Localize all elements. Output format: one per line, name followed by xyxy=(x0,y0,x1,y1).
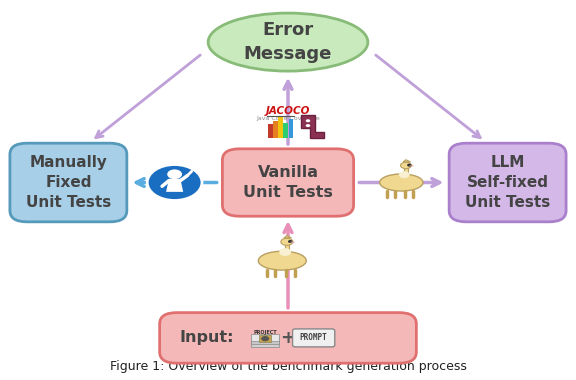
Circle shape xyxy=(407,164,412,167)
Circle shape xyxy=(288,240,293,243)
Ellipse shape xyxy=(279,248,291,256)
FancyBboxPatch shape xyxy=(251,340,279,347)
Text: +: + xyxy=(281,329,295,347)
Polygon shape xyxy=(285,243,289,253)
Circle shape xyxy=(306,124,310,127)
Polygon shape xyxy=(403,160,411,162)
Text: Figure 1: Overview of the benchmark generation process: Figure 1: Overview of the benchmark gene… xyxy=(109,361,467,374)
Polygon shape xyxy=(301,115,324,138)
Ellipse shape xyxy=(410,165,414,167)
FancyBboxPatch shape xyxy=(160,313,416,363)
Circle shape xyxy=(167,169,182,179)
Text: Input:: Input: xyxy=(180,330,234,345)
FancyBboxPatch shape xyxy=(222,149,354,216)
FancyBboxPatch shape xyxy=(10,143,127,222)
Text: Error
Message: Error Message xyxy=(244,21,332,63)
Ellipse shape xyxy=(259,251,306,270)
Ellipse shape xyxy=(290,241,295,243)
FancyBboxPatch shape xyxy=(268,125,272,138)
FancyBboxPatch shape xyxy=(449,143,566,222)
Circle shape xyxy=(261,336,269,341)
FancyBboxPatch shape xyxy=(283,123,288,138)
Text: JACOCO: JACOCO xyxy=(266,106,310,116)
Polygon shape xyxy=(284,236,291,238)
Text: LLM
Self-fixed
Unit Tests: LLM Self-fixed Unit Tests xyxy=(465,155,550,210)
Ellipse shape xyxy=(399,171,410,178)
Circle shape xyxy=(306,119,310,122)
FancyBboxPatch shape xyxy=(259,335,271,342)
FancyBboxPatch shape xyxy=(278,117,283,138)
Polygon shape xyxy=(166,179,183,192)
FancyBboxPatch shape xyxy=(273,121,278,138)
Text: Manually
Fixed
Unit Tests: Manually Fixed Unit Tests xyxy=(26,155,111,210)
Text: PROMPT: PROMPT xyxy=(300,333,328,342)
Circle shape xyxy=(147,165,202,201)
Text: Vanilla
Unit Tests: Vanilla Unit Tests xyxy=(243,165,333,200)
FancyBboxPatch shape xyxy=(293,329,335,347)
Polygon shape xyxy=(404,167,408,176)
FancyBboxPatch shape xyxy=(251,337,279,344)
Ellipse shape xyxy=(380,174,423,191)
Text: Java Code Coverage: Java Code Coverage xyxy=(256,116,320,121)
FancyBboxPatch shape xyxy=(289,119,293,138)
Ellipse shape xyxy=(400,162,411,169)
Text: PROJECT: PROJECT xyxy=(253,330,277,335)
FancyBboxPatch shape xyxy=(251,334,279,341)
Ellipse shape xyxy=(208,13,368,71)
Ellipse shape xyxy=(281,238,293,245)
